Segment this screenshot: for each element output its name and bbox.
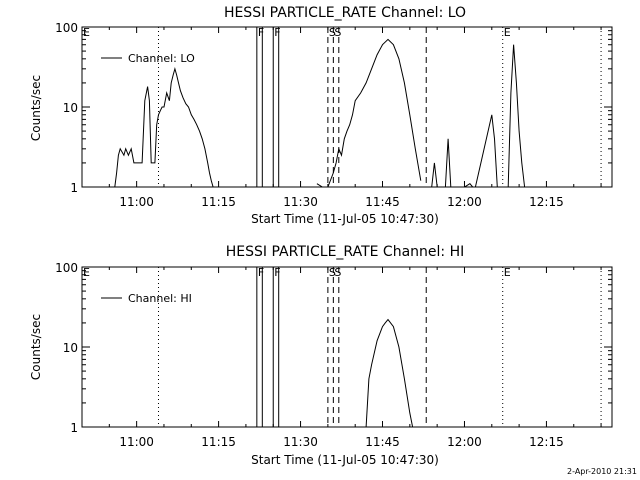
y-tick-label: 1 — [70, 181, 78, 195]
panel-channel-lo: HESSI PARTICLE_RATE Channel: LO Start Ti… — [29, 5, 613, 226]
x-tick-label: 11:15 — [201, 435, 236, 449]
x-tick-label: 11:45 — [365, 435, 400, 449]
x-axis-label: Start Time (11-Jul-05 10:47:30) — [251, 212, 439, 226]
event-marker-label: E — [83, 26, 90, 39]
y-tick-label: 10 — [63, 341, 78, 355]
event-marker-label: S — [329, 266, 336, 279]
event-marker-label: F — [274, 266, 280, 279]
y-axis-label: Counts/sec — [29, 314, 43, 380]
event-marker-label: S — [334, 26, 341, 39]
y-axis-label: Counts/sec — [29, 75, 43, 141]
event-marker-label: E — [504, 266, 511, 279]
x-tick-label: 12:15 — [529, 195, 564, 209]
x-tick-label: 11:45 — [365, 195, 400, 209]
chart-title: HESSI PARTICLE_RATE Channel: LO — [224, 5, 466, 21]
x-tick-label: 11:00 — [119, 195, 154, 209]
chart-title: HESSI PARTICLE_RATE Channel: HI — [226, 244, 464, 260]
plot-frame — [81, 266, 613, 428]
x-tick-label: 12:00 — [447, 195, 482, 209]
x-tick-label: 11:30 — [283, 435, 318, 449]
event-marker-label: S — [334, 266, 341, 279]
y-tick-label: 1 — [70, 421, 78, 435]
plot-frame — [81, 26, 613, 188]
event-marker-label: S — [329, 26, 336, 39]
event-marker-label: F — [258, 266, 264, 279]
x-tick-label: 11:30 — [283, 195, 318, 209]
series-line — [114, 66, 214, 187]
x-tick-label: 11:15 — [201, 195, 236, 209]
y-tick-label: 100 — [55, 21, 78, 35]
panel-channel-hi: HESSI PARTICLE_RATE Channel: HI Start Ti… — [29, 244, 613, 467]
series-line — [365, 318, 414, 427]
event-marker-label: E — [83, 266, 90, 279]
x-axis-label: Start Time (11-Jul-05 10:47:30) — [251, 453, 439, 467]
y-tick-label: 10 — [63, 101, 78, 115]
series-line — [431, 44, 526, 187]
x-tick-label: 11:00 — [119, 435, 154, 449]
event-marker-label: F — [274, 26, 280, 39]
event-marker-label: F — [258, 26, 264, 39]
legend-label: Channel: HI — [128, 292, 192, 305]
plot-timestamp: 2-Apr-2010 21:31 — [567, 467, 637, 476]
x-tick-label: 12:00 — [447, 435, 482, 449]
series-line — [316, 38, 422, 187]
legend-label: Channel: LO — [128, 52, 195, 65]
event-marker-label: E — [504, 26, 511, 39]
y-tick-label: 100 — [55, 261, 78, 275]
x-tick-label: 12:15 — [529, 435, 564, 449]
